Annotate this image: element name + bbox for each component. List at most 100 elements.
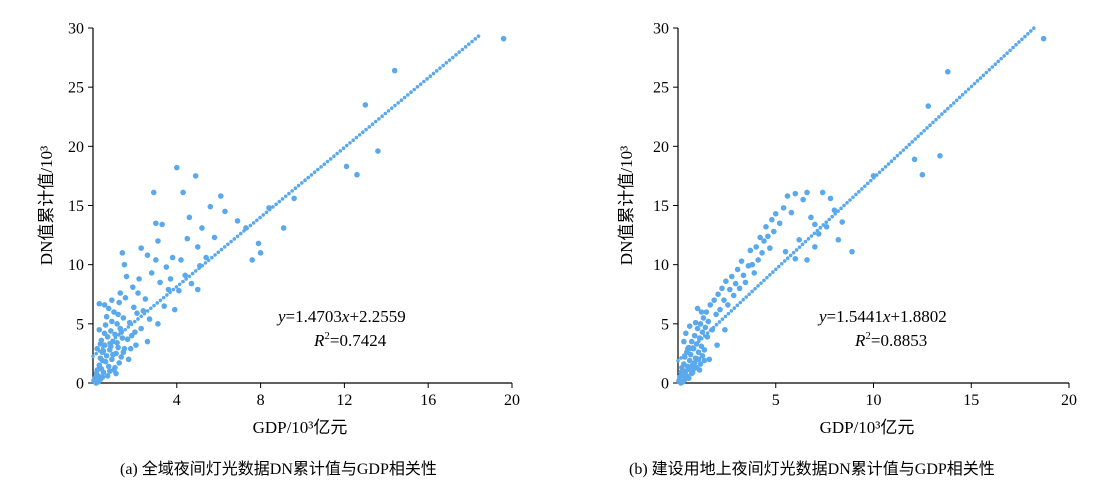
data-point (125, 356, 132, 363)
trendline-dot (226, 242, 230, 247)
trendline-dot (338, 149, 343, 153)
trendline-dot (467, 42, 471, 46)
data-point (136, 276, 142, 282)
trendline-dot (951, 101, 956, 105)
data-point (721, 297, 727, 303)
data-point (704, 334, 711, 340)
data-point (146, 316, 153, 322)
data-point (683, 368, 689, 374)
trendline-dot (264, 210, 269, 215)
data-point (740, 272, 747, 279)
trendline-dot (258, 215, 262, 220)
trendline-dot (216, 250, 221, 255)
data-point (835, 237, 842, 243)
trendline-dot (895, 153, 900, 158)
trendline-dot (1026, 31, 1030, 36)
trendline-dot (851, 195, 855, 200)
data-point (184, 235, 191, 242)
trendline-dot (818, 225, 823, 230)
trendline-dot (954, 98, 959, 103)
x-tick-label: 4 (173, 392, 181, 409)
trendline-dot (271, 205, 275, 209)
y-tick-label: 20 (68, 139, 84, 156)
data-point (120, 349, 127, 356)
trendline-dot (232, 237, 237, 241)
data-point (109, 297, 115, 303)
trendline-dot (877, 170, 882, 175)
trendline-dot (836, 209, 840, 213)
data-point (823, 224, 830, 230)
trendline-dot (1017, 40, 1021, 44)
trendline-dot (357, 133, 362, 137)
data-point (391, 67, 398, 74)
data-point (796, 237, 803, 243)
trendline-dot (978, 76, 983, 80)
trendline-dot (438, 66, 442, 70)
trendline-dot (248, 223, 253, 228)
trendline-dot (463, 45, 468, 49)
data-point (703, 309, 710, 315)
trendline-dot (1020, 37, 1024, 42)
data-point (757, 234, 763, 241)
data-point (111, 309, 117, 315)
trendline-dot (827, 217, 832, 222)
data-point (705, 318, 712, 325)
data-point (702, 324, 709, 331)
x-tick-label: 5 (772, 392, 780, 409)
regression-equation: y=1.5441x+1.8802 (817, 307, 947, 326)
data-point (106, 368, 113, 374)
trendline-dot (910, 140, 915, 144)
data-point (715, 291, 721, 298)
trendline-dot (303, 178, 307, 183)
data-point (110, 351, 116, 358)
data-point (911, 156, 918, 163)
data-point (157, 279, 163, 286)
trendline-dot (990, 65, 995, 69)
data-point (713, 311, 719, 318)
data-point (174, 164, 180, 171)
data-point (700, 315, 707, 321)
data-point (937, 153, 943, 159)
data-point (717, 306, 723, 313)
trendline-dot (907, 142, 912, 147)
trendline-dot (470, 39, 474, 44)
data-point (118, 329, 125, 335)
trendline-dot (774, 267, 778, 272)
trendline-dot (229, 239, 233, 244)
trendline-dot (738, 300, 743, 305)
trendline-dot (800, 242, 805, 247)
trendline-dot (277, 199, 282, 204)
data-point (765, 233, 771, 240)
trendline-dot (126, 325, 131, 329)
trendline-dot (412, 87, 417, 92)
trendline-dot (261, 213, 266, 217)
trendline-dot (444, 61, 449, 65)
data-point (919, 171, 926, 178)
trendline-dot (251, 221, 256, 225)
trendline-dot (367, 125, 372, 129)
trendline-dot (753, 286, 757, 291)
data-point (155, 238, 161, 244)
trendline-dot (274, 202, 278, 207)
y-tick-label: 15 (68, 198, 84, 215)
data-point (153, 220, 159, 227)
data-point (375, 148, 381, 154)
data-point (171, 306, 178, 313)
trendline-dot (325, 159, 330, 164)
data-point (123, 273, 130, 280)
data-point (685, 375, 692, 382)
trendline-dot (283, 194, 288, 199)
trendline-dot (1014, 43, 1018, 47)
data-point (132, 329, 138, 335)
data-point (690, 345, 697, 352)
trendline-dot (222, 245, 227, 249)
trendline-dot (290, 189, 294, 193)
data-point (103, 352, 110, 359)
data-point (711, 297, 717, 303)
trendline-dot (1005, 51, 1009, 55)
data-point (94, 345, 100, 352)
data-point (695, 356, 702, 363)
trendline-dot (428, 74, 433, 78)
data-point (117, 290, 124, 296)
data-point (736, 285, 743, 292)
